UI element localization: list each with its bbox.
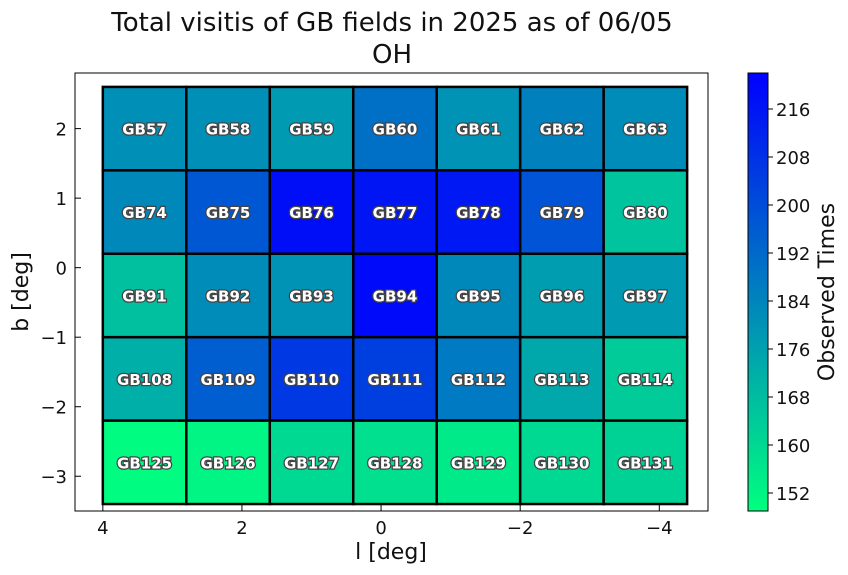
colorbar-tick-label: 208 [776, 148, 810, 169]
colorbar-tick-label: 184 [776, 292, 810, 313]
cell-label: GB61 [456, 121, 501, 139]
heatmap-cell [435, 419, 522, 506]
cell-label: GB59 [289, 121, 334, 139]
heatmap-cell [101, 85, 188, 172]
x-tick-label: 4 [97, 518, 108, 539]
colorbar-tick-label: 168 [776, 388, 810, 409]
heatmap-cell [351, 252, 438, 339]
cell-label: GB79 [540, 204, 585, 222]
heatmap-cell [185, 169, 272, 256]
cell-label: GB58 [206, 121, 251, 139]
colorbar-tick-label: 200 [776, 196, 810, 217]
cell-label: GB76 [289, 204, 334, 222]
heatmap-cell [101, 335, 188, 422]
heatmap-cell [518, 252, 605, 339]
colorbar [747, 72, 769, 512]
cell-label: GB92 [206, 287, 251, 305]
cell-label: GB74 [122, 204, 167, 222]
heatmap-cell [602, 252, 689, 339]
cell-label: GB130 [534, 454, 589, 472]
x-tick-label: −2 [507, 518, 534, 539]
cell-label: GB126 [201, 454, 256, 472]
y-axis-label: b [deg] [9, 252, 34, 332]
colorbar-tick-label: 152 [776, 484, 810, 505]
cell-label: GB125 [117, 454, 172, 472]
cell-label: GB63 [623, 121, 668, 139]
cell-label: GB129 [451, 454, 506, 472]
heatmap-cell [435, 335, 522, 422]
cell-label: GB127 [284, 454, 339, 472]
y-tick-label: 1 [56, 189, 67, 210]
colorbar-ticks: 152 160 168 176 184 192 200 208 216 [768, 100, 810, 505]
cell-label: GB62 [540, 121, 585, 139]
cell-label: GB78 [456, 204, 501, 222]
heatmap-cell [185, 419, 272, 506]
heatmap-cell [518, 419, 605, 506]
heatmap-cell [435, 85, 522, 172]
colorbar-tick-label: 160 [776, 436, 810, 457]
colorbar-tick-label: 176 [776, 340, 810, 361]
cell-label: GB97 [623, 287, 668, 305]
cell-label: GB112 [451, 371, 506, 389]
cell-label: GB108 [117, 371, 172, 389]
heatmap-cell [351, 169, 438, 256]
y-tick-label: −1 [40, 328, 67, 349]
x-axis-label: l [deg] [355, 540, 427, 565]
chart-subtitle: OH [372, 40, 412, 70]
heatmap-cell [435, 252, 522, 339]
cell-label: GB94 [373, 287, 418, 305]
y-tick-label: 2 [56, 120, 67, 141]
cell-label: GB111 [367, 371, 422, 389]
heatmap-cell [518, 169, 605, 256]
cell-label: GB93 [289, 287, 334, 305]
cell-label: GB91 [122, 287, 167, 305]
heatmap-cells: GB57 GB58 GB59 GB60 GB61 GB62 GB63 GB74 GB75 GB76… [101, 85, 689, 506]
cell-label: GB109 [201, 371, 256, 389]
heatmap-cell [185, 252, 272, 339]
cell-label: GB110 [284, 371, 339, 389]
heatmap-cell [101, 252, 188, 339]
cell-label: GB80 [623, 204, 668, 222]
cell-label: GB60 [373, 121, 418, 139]
cell-label: GB75 [206, 204, 251, 222]
cell-label: GB77 [373, 204, 418, 222]
x-tick-label: −4 [646, 518, 673, 539]
x-tick-label: 2 [236, 518, 247, 539]
x-axis-ticks: 4 2 0 −2 −4 [97, 505, 673, 539]
colorbar-tick-label: 192 [776, 244, 810, 265]
chart-title: Total visitis of GB fields in 2025 as of… [110, 8, 672, 38]
cell-label: GB96 [540, 287, 585, 305]
cell-label: GB113 [534, 371, 589, 389]
colorbar-tick-label: 216 [776, 100, 810, 121]
cell-label: GB95 [456, 287, 501, 305]
y-tick-label: 0 [56, 259, 67, 280]
cell-label: GB128 [367, 454, 422, 472]
heatmap-cell [602, 419, 689, 506]
cell-label: GB114 [618, 371, 673, 389]
cell-label: GB131 [618, 454, 673, 472]
y-tick-label: −2 [40, 398, 67, 419]
x-tick-label: 0 [375, 518, 386, 539]
y-axis-ticks: 2 1 0 −1 −2 −3 [40, 120, 81, 488]
cell-label: GB57 [122, 121, 167, 139]
y-tick-label: −3 [40, 467, 67, 488]
colorbar-label: Observed Times [815, 203, 840, 381]
heatmap-cell [602, 85, 689, 172]
heatmap-cell [602, 335, 689, 422]
